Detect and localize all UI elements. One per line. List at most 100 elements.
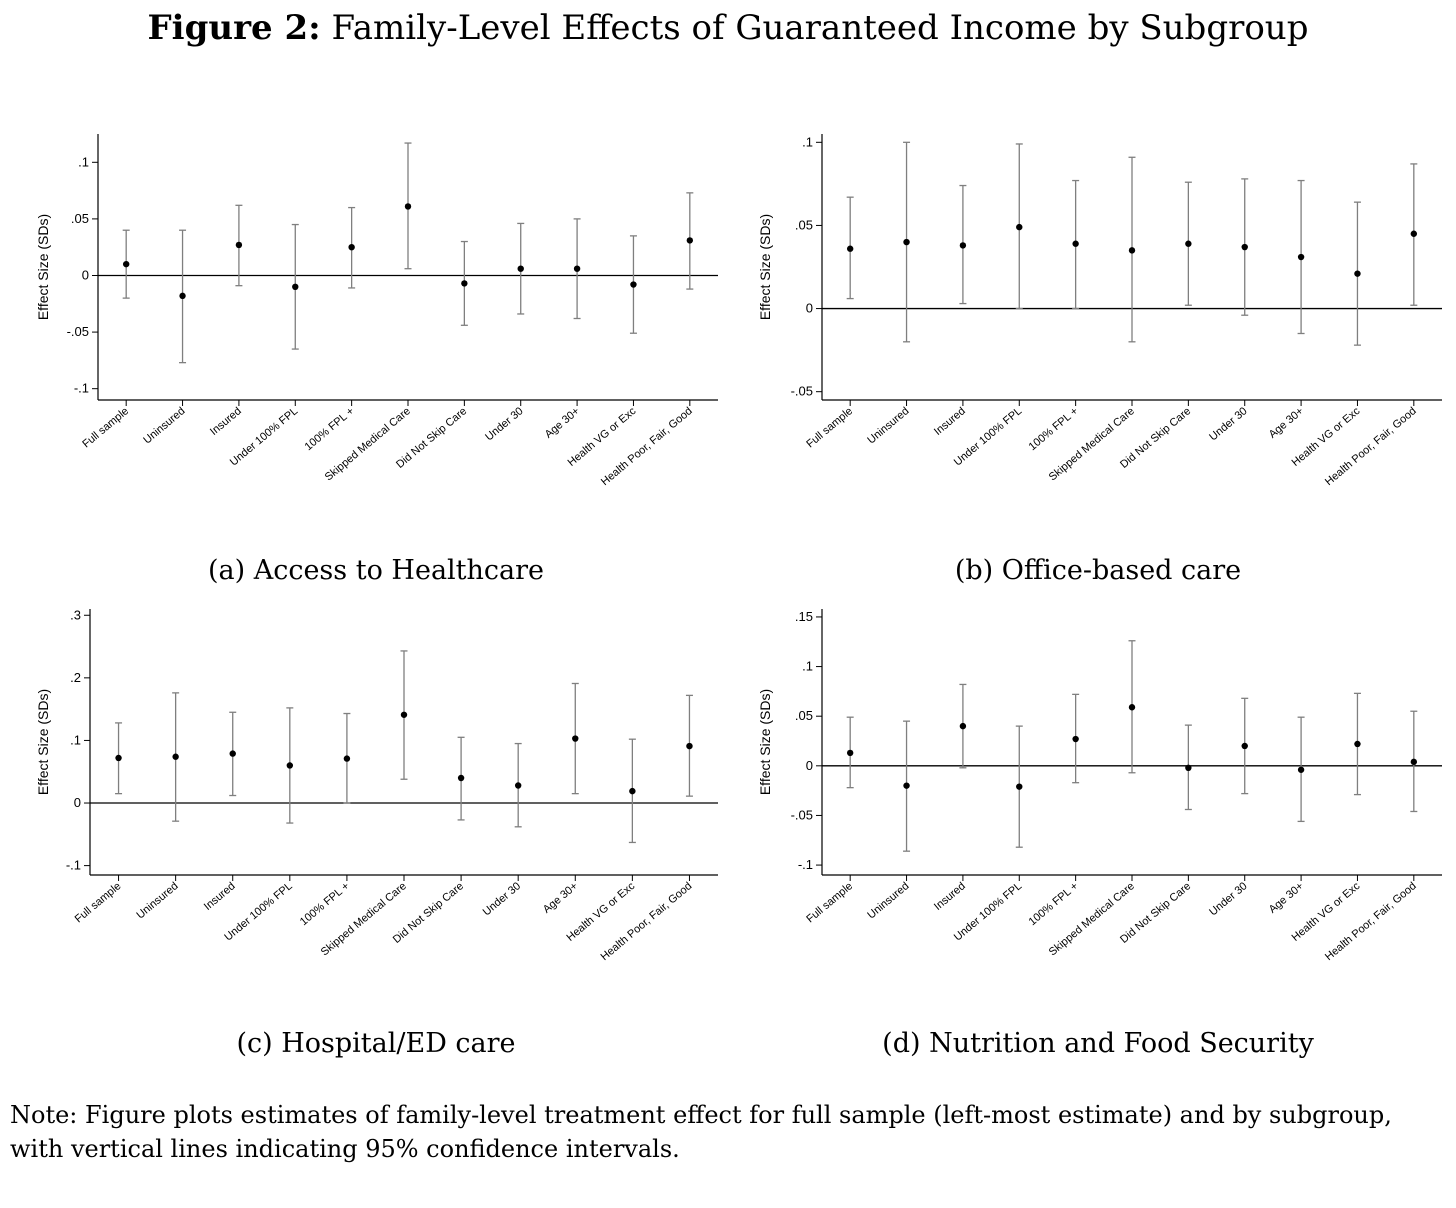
estimate-point (1128, 247, 1136, 254)
estimate-point (1354, 740, 1361, 748)
x-tick-label: Health Poor, Fair, Good (599, 880, 695, 963)
estimate-point (1072, 735, 1079, 743)
estimate-point (846, 749, 854, 757)
x-tick-label: Under 30 (483, 405, 525, 443)
x-tick-label: Insured (932, 405, 968, 438)
estimate-point (959, 722, 967, 730)
caption-b: (b) Office-based care (954, 555, 1242, 586)
estimate-point (630, 281, 637, 288)
x-tick-label: Health Poor, Fair, Good (1323, 405, 1419, 488)
estimate-point (229, 750, 236, 757)
x-tick-label: Uninsured (865, 405, 911, 446)
y-axis-label: Effect Size (SDs) (757, 214, 773, 320)
estimate-point (404, 203, 412, 210)
estimate-point (235, 241, 243, 249)
x-tick-label: Health Poor, Fair, Good (599, 405, 695, 488)
figure-title-text: Family-Level Effects of Guaranteed Incom… (320, 8, 1309, 48)
estimate-point (292, 283, 299, 291)
y-axis-label: Effect Size (SDs) (35, 214, 51, 320)
figure-title-label: Figure 2: (147, 8, 321, 48)
x-tick-label: Age 30+ (543, 405, 582, 441)
y-tick-label: -.05 (791, 807, 813, 822)
estimate-point (572, 735, 579, 742)
estimate-point (903, 238, 910, 246)
x-tick-label: 100% FPL + (303, 405, 357, 453)
estimate-point (172, 753, 179, 760)
figure-note: Note: Figure plots estimates of family-l… (10, 1101, 1392, 1163)
estimate-point (1410, 758, 1418, 766)
y-tick-label: -.05 (67, 324, 89, 339)
estimate-point (1072, 240, 1079, 247)
figure-title: Figure 2: Family-Level Effects of Guaran… (0, 8, 1456, 48)
estimate-point (629, 787, 636, 795)
estimate-point (1016, 223, 1023, 231)
estimate-point (1241, 742, 1248, 750)
y-axis-label: Effect Size (SDs) (757, 689, 773, 795)
y-tick-label: .05 (795, 708, 813, 723)
estimate-point (686, 742, 693, 750)
estimate-point (286, 762, 294, 769)
estimate-point (348, 243, 355, 251)
estimate-point (517, 265, 524, 272)
chart-panel-c: -.1 0.1.2.3 Effect Size (SDs) Full sample Un… (0, 595, 728, 995)
y-tick-label: 0 (74, 795, 81, 810)
estimate-point (573, 265, 581, 272)
x-tick-label: 100% FPL + (1027, 880, 1081, 928)
y-tick-label: -.1 (66, 858, 81, 873)
x-tick-label: Full sample (80, 405, 131, 450)
estimate-point (1185, 764, 1192, 772)
chart-panel-d: -.1 -.05 0 .05 .1 .15 Effect Size (SDs) Full sa… (728, 595, 1456, 995)
x-tick-label: Age 30+ (1267, 405, 1306, 441)
y-tick-label: 0 (806, 301, 813, 316)
x-tick-label: Full sample (73, 880, 124, 925)
y-tick-label: 0 (806, 758, 813, 773)
estimate-point (1016, 783, 1023, 790)
y-axis-label: Effect Size (SDs) (35, 689, 51, 795)
estimate-point (461, 280, 468, 287)
estimate-point (1241, 243, 1248, 251)
chart-d-svg: -.1 -.05 0 .05 .1 .15 Effect Size (SDs) Full sa… (757, 609, 1442, 963)
x-tick-label: Insured (208, 405, 244, 438)
x-tick-label: 100% FPL + (1027, 405, 1081, 453)
estimate-point (514, 782, 522, 789)
chart-panel-a: -.1 -.05 0 .05 .1 Effect Size (SDs) Full sampl… (0, 120, 728, 520)
estimate-point (903, 782, 910, 789)
x-tick-label: Insured (932, 880, 968, 913)
x-tick-label: Under 30 (481, 880, 523, 918)
x-tick-label: Uninsured (134, 880, 180, 921)
estimate-point (400, 711, 408, 718)
estimate-point (1297, 253, 1305, 261)
x-tick-label: Under 30 (1207, 880, 1249, 918)
y-tick-label: .1 (802, 134, 813, 149)
x-tick-label: Insured (202, 880, 238, 913)
estimate-point (457, 774, 465, 782)
x-tick-label: Age 30+ (1267, 880, 1306, 916)
estimate-point (343, 755, 351, 762)
x-tick-label: Full sample (804, 880, 855, 925)
y-tick-label: .3 (70, 607, 81, 622)
y-tick-label: -.05 (791, 384, 813, 399)
y-tick-label: .05 (71, 211, 89, 226)
estimate-point (122, 260, 130, 268)
estimate-point (1185, 240, 1192, 247)
chart-a-svg: -.1 -.05 0 .05 .1 Effect Size (SDs) Full sampl… (35, 134, 718, 488)
x-tick-label: Uninsured (865, 880, 911, 921)
y-tick-label: .1 (70, 732, 81, 747)
estimate-point (115, 754, 122, 762)
y-tick-label: .1 (78, 154, 89, 169)
y-tick-label: 0 (82, 267, 89, 282)
estimate-point (1297, 766, 1305, 773)
y-tick-label: .15 (795, 609, 813, 624)
x-tick-label: Health Poor, Fair, Good (1323, 880, 1419, 963)
x-tick-label: Age 30+ (541, 880, 580, 916)
estimate-point (846, 245, 854, 252)
y-tick-label: .2 (70, 670, 81, 685)
estimate-point (959, 242, 967, 249)
estimate-point (686, 237, 694, 244)
x-tick-label: Full sample (804, 405, 855, 450)
caption-a: (a) Access to Healthcare (207, 555, 545, 586)
y-tick-label: -.1 (798, 857, 813, 872)
x-tick-label: Under 30 (1207, 405, 1249, 443)
